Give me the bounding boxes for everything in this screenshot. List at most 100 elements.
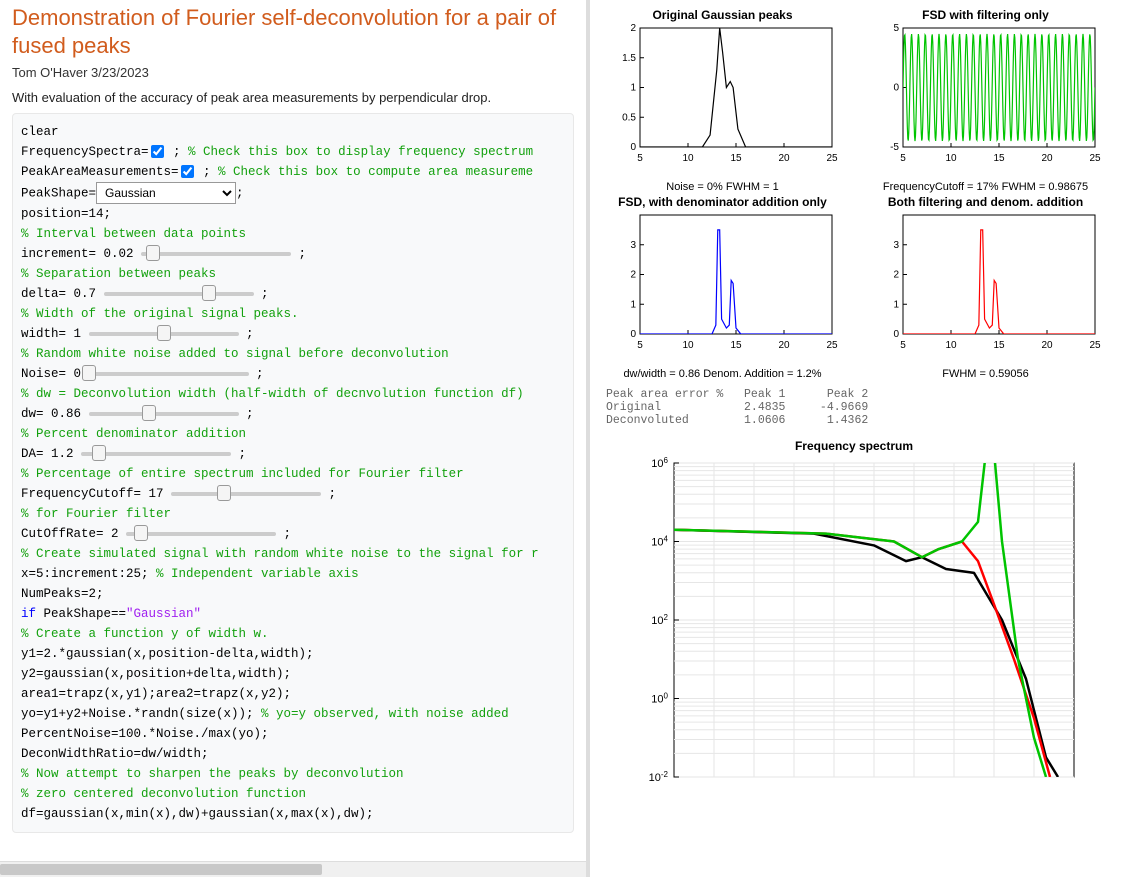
svg-text:5: 5 xyxy=(900,153,906,164)
svg-text:5: 5 xyxy=(637,340,643,351)
svg-text:100: 100 xyxy=(651,691,668,706)
svg-text:1: 1 xyxy=(630,83,636,94)
code-text: position=14; xyxy=(21,207,111,221)
code-text: % for Fourier filter xyxy=(21,507,171,521)
code-text: % Independent variable axis xyxy=(156,567,359,581)
svg-text:2: 2 xyxy=(630,270,636,281)
chart-caption: FrequencyCutoff = 17% FWHM = 0.98675 xyxy=(883,181,1088,193)
code-text: % Width of the original signal peaks. xyxy=(21,307,299,321)
code-text: dw= 0.86 xyxy=(21,407,89,421)
green-series xyxy=(674,457,1046,777)
code-text: ; xyxy=(276,527,291,541)
code-text: df=gaussian(x,min(x),dw)+gaussian(x,max(… xyxy=(21,807,374,821)
code-text: % zero centered deconvolution function xyxy=(21,787,306,801)
spectrum-plot-host: 10-2100102104106 xyxy=(594,457,1114,787)
code-text: ; xyxy=(239,327,254,341)
code-text: PercentNoise=100.*Noise./max(yo); xyxy=(21,727,269,741)
code-text: FrequencyCutoff= 17 xyxy=(21,487,171,501)
right-panel: Original Gaussian peaks51015202500.511.5… xyxy=(590,0,1118,877)
dw-slider[interactable] xyxy=(89,405,239,423)
code-text: y1=2.*gaussian(x,position-delta,width); xyxy=(21,647,314,661)
svg-text:10: 10 xyxy=(945,153,957,164)
svg-text:3: 3 xyxy=(893,240,899,251)
code-text: % Interval between data points xyxy=(21,227,246,241)
code-text: ; xyxy=(231,447,246,461)
svg-text:0: 0 xyxy=(630,142,636,153)
svg-text:0.5: 0.5 xyxy=(622,112,636,123)
chart-svg: 510152025-505 xyxy=(871,24,1101,179)
svg-text:25: 25 xyxy=(1089,340,1101,351)
svg-text:25: 25 xyxy=(826,153,838,164)
svg-text:1.5: 1.5 xyxy=(622,53,636,64)
code-text: ; xyxy=(239,407,254,421)
chart-topLeft: Original Gaussian peaks51015202500.511.5… xyxy=(600,8,845,193)
code-text: % yo=y observed, with noise added xyxy=(261,707,509,721)
svg-text:5: 5 xyxy=(893,24,899,34)
width-slider[interactable] xyxy=(89,325,239,343)
svg-text:0: 0 xyxy=(630,329,636,340)
code-text: DeconWidthRatio=dw/width; xyxy=(21,747,209,761)
chart-caption: Noise = 0% FWHM = 1 xyxy=(666,181,778,193)
chart-title: Original Gaussian peaks xyxy=(652,8,792,22)
svg-text:20: 20 xyxy=(1041,340,1053,351)
svg-text:106: 106 xyxy=(651,457,668,470)
code-text: % Random white noise added to signal bef… xyxy=(21,347,449,361)
delta-slider[interactable] xyxy=(104,285,254,303)
code-text: area1=trapz(x,y1);area2=trapz(x,y2); xyxy=(21,687,291,701)
svg-text:0: 0 xyxy=(893,83,899,94)
svg-text:10: 10 xyxy=(945,340,957,351)
svg-text:2: 2 xyxy=(630,24,636,34)
noise-slider[interactable] xyxy=(89,365,249,383)
code-text: % Percentage of entire spectrum included… xyxy=(21,467,464,481)
chart-topRight: FSD with filtering only510152025-505Freq… xyxy=(863,8,1108,193)
cutoffrate-slider[interactable] xyxy=(126,525,276,543)
code-text: PeakShape== xyxy=(44,607,127,621)
author-line: Tom O'Haver 3/23/2023 xyxy=(12,65,574,80)
svg-text:10: 10 xyxy=(682,340,694,351)
scrollbar-thumb[interactable] xyxy=(0,864,322,875)
code-text: ; xyxy=(321,487,336,501)
code-text: NumPeaks=2; xyxy=(21,587,104,601)
code-block: clearFrequencySpectra= ; % Check this bo… xyxy=(12,113,574,833)
code-text: % Check this box to compute area measure… xyxy=(218,165,533,179)
spectrum-svg: 10-2100102104106 xyxy=(624,457,1084,787)
code-text: % Percent denominator addition xyxy=(21,427,246,441)
freqcutoff-slider[interactable] xyxy=(171,485,321,503)
svg-text:20: 20 xyxy=(778,340,790,351)
chart-svg: 5101520250123 xyxy=(608,211,838,366)
peakshape-select[interactable]: Gaussian xyxy=(96,182,236,204)
svg-text:2: 2 xyxy=(893,270,899,281)
svg-text:10: 10 xyxy=(682,153,694,164)
increment-slider[interactable] xyxy=(141,245,291,263)
svg-text:-5: -5 xyxy=(890,142,899,153)
chart-title: FSD with filtering only xyxy=(922,8,1049,22)
chart-caption: dw/width = 0.86 Denom. Addition = 1.2% xyxy=(623,368,821,380)
chart-bottomLeft: FSD, with denominator addition only51015… xyxy=(600,195,845,380)
svg-text:15: 15 xyxy=(730,340,742,351)
chart-svg: 51015202500.511.52 xyxy=(608,24,838,179)
svg-text:1: 1 xyxy=(893,299,899,310)
page-title: Demonstration of Fourier self-deconvolut… xyxy=(12,4,574,59)
code-text: increment= 0.02 xyxy=(21,247,141,261)
code-text: clear xyxy=(21,125,59,139)
peak-area-checkbox[interactable] xyxy=(181,165,194,178)
chart-svg: 5101520250123 xyxy=(871,211,1101,366)
code-text: % Separation between peaks xyxy=(21,267,216,281)
chart-bottomRight: Both filtering and denom. addition510152… xyxy=(863,195,1108,380)
code-text: DA= 1.2 xyxy=(21,447,81,461)
code-text: yo=y1+y2+Noise.*randn(size(x)); xyxy=(21,707,261,721)
peak-area-table: Peak area error % Peak 1 Peak 2 Original… xyxy=(594,380,1114,435)
code-text: Noise= 0 xyxy=(21,367,89,381)
code-text: ; xyxy=(236,186,244,200)
code-text: % Now attempt to sharpen the peaks by de… xyxy=(21,767,404,781)
horizontal-scrollbar[interactable] xyxy=(0,861,586,877)
svg-text:102: 102 xyxy=(651,613,668,628)
svg-text:0: 0 xyxy=(893,329,899,340)
svg-text:15: 15 xyxy=(993,153,1005,164)
left-panel: Demonstration of Fourier self-deconvolut… xyxy=(0,0,590,877)
freq-spectra-checkbox[interactable] xyxy=(151,145,164,158)
code-text: % Create a function y of width w. xyxy=(21,627,269,641)
da-slider[interactable] xyxy=(81,445,231,463)
svg-text:5: 5 xyxy=(637,153,643,164)
chart-grid: Original Gaussian peaks51015202500.511.5… xyxy=(594,4,1114,380)
